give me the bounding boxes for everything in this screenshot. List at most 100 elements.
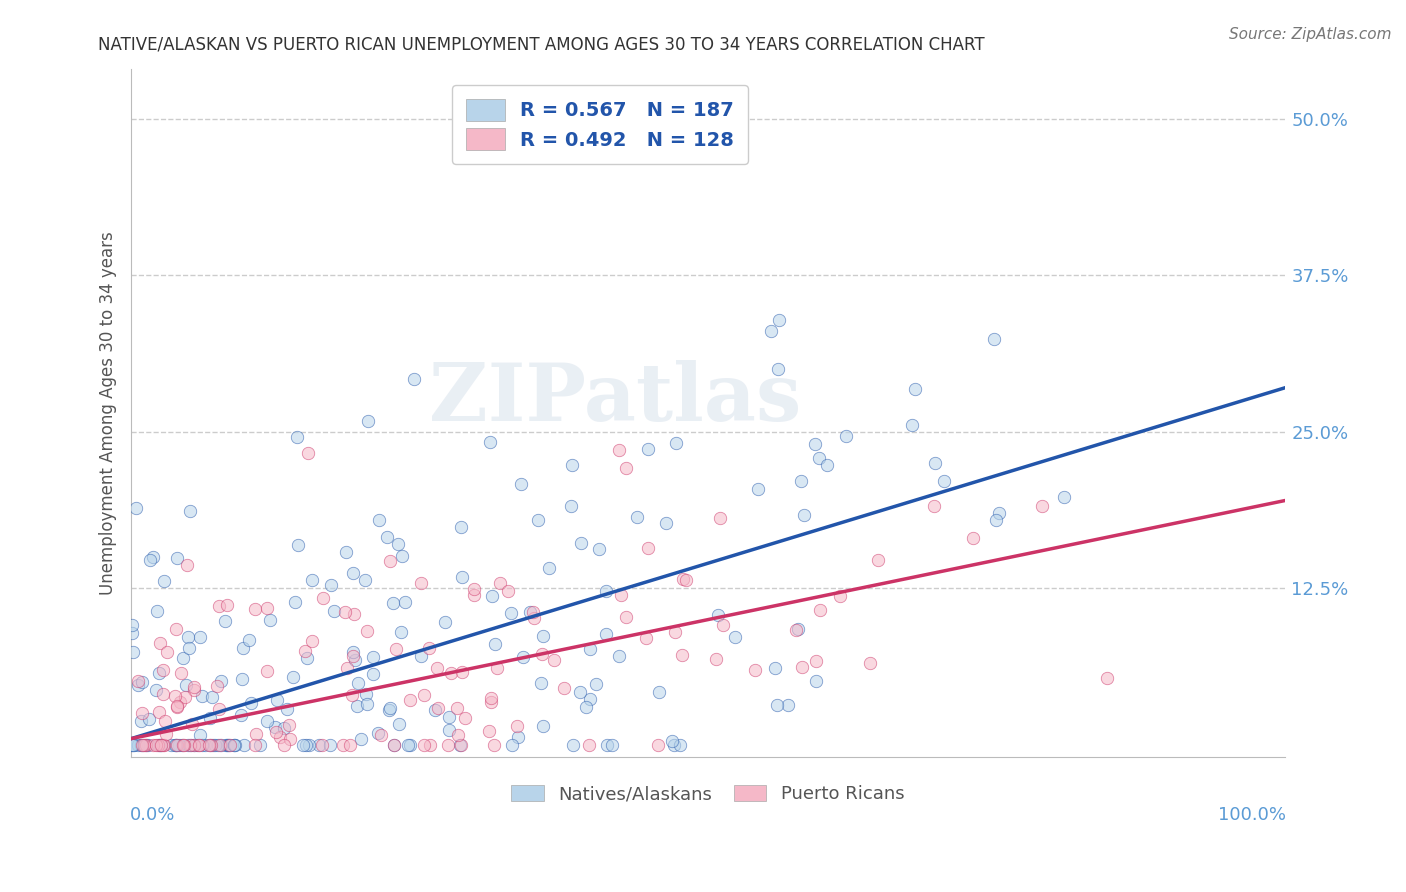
Point — [149, 738, 172, 752]
Point — [778, 698, 800, 712]
Point — [131, 738, 153, 752]
Point — [142, 549, 165, 564]
Point — [356, 624, 378, 638]
Point — [859, 656, 882, 670]
Point — [149, 738, 172, 752]
Point — [245, 738, 267, 752]
Point — [187, 738, 209, 752]
Point — [183, 738, 205, 752]
Point — [479, 690, 502, 705]
Point — [450, 570, 472, 584]
Point — [763, 661, 786, 675]
Point — [901, 418, 924, 433]
Text: 100.0%: 100.0% — [1218, 805, 1285, 823]
Point — [437, 738, 460, 752]
Point — [160, 738, 183, 752]
Point — [249, 738, 271, 752]
Point — [506, 730, 529, 744]
Point — [378, 701, 401, 715]
Point — [1095, 672, 1118, 686]
Point — [145, 683, 167, 698]
Point — [785, 623, 807, 637]
Point — [264, 724, 287, 739]
Point — [120, 738, 142, 752]
Point — [285, 430, 308, 444]
Point — [231, 672, 253, 686]
Point — [437, 710, 460, 724]
Point — [983, 333, 1005, 347]
Point — [155, 727, 177, 741]
Point — [450, 738, 472, 752]
Legend: Natives/Alaskans, Puerto Ricans: Natives/Alaskans, Puerto Ricans — [505, 778, 911, 810]
Point — [152, 738, 174, 752]
Point — [205, 679, 228, 693]
Point — [501, 738, 523, 752]
Point — [962, 531, 984, 545]
Point — [152, 687, 174, 701]
Point — [125, 500, 148, 515]
Point — [172, 651, 194, 665]
Point — [451, 665, 474, 680]
Point — [344, 653, 367, 667]
Point — [661, 734, 683, 748]
Point — [499, 606, 522, 620]
Point — [425, 703, 447, 717]
Point — [808, 602, 831, 616]
Point — [450, 520, 472, 534]
Point — [479, 695, 502, 709]
Point — [281, 670, 304, 684]
Point — [311, 738, 333, 752]
Point — [413, 688, 436, 702]
Point — [208, 599, 231, 613]
Point — [166, 700, 188, 714]
Point — [209, 738, 232, 752]
Point — [637, 442, 659, 456]
Point — [156, 645, 179, 659]
Point — [224, 738, 246, 752]
Point — [378, 554, 401, 568]
Point — [830, 589, 852, 603]
Point — [197, 738, 219, 752]
Point — [704, 652, 727, 666]
Point — [449, 738, 471, 752]
Y-axis label: Unemployment Among Ages 30 to 34 years: Unemployment Among Ages 30 to 34 years — [100, 231, 117, 595]
Point — [361, 666, 384, 681]
Point — [463, 588, 485, 602]
Point — [413, 738, 436, 752]
Point — [256, 601, 278, 615]
Point — [218, 738, 240, 752]
Point — [335, 544, 357, 558]
Point — [463, 582, 485, 596]
Point — [585, 677, 607, 691]
Point — [664, 625, 686, 640]
Point — [569, 684, 592, 698]
Point — [132, 738, 155, 752]
Point — [245, 727, 267, 741]
Point — [987, 507, 1010, 521]
Point — [215, 738, 238, 752]
Point — [217, 738, 239, 752]
Point — [437, 723, 460, 737]
Point — [588, 541, 610, 556]
Point — [709, 511, 731, 525]
Point — [808, 450, 831, 465]
Point — [924, 457, 946, 471]
Point — [626, 510, 648, 524]
Point — [531, 719, 554, 733]
Point — [482, 738, 505, 752]
Point — [610, 588, 633, 602]
Point — [145, 604, 167, 618]
Point — [388, 716, 411, 731]
Point — [440, 666, 463, 681]
Point — [152, 574, 174, 588]
Point — [183, 680, 205, 694]
Point — [332, 738, 354, 752]
Point — [357, 414, 380, 428]
Point — [665, 435, 688, 450]
Point — [121, 626, 143, 640]
Point — [121, 618, 143, 632]
Point — [787, 622, 810, 636]
Point — [224, 738, 246, 752]
Point — [301, 634, 323, 648]
Point — [382, 738, 405, 752]
